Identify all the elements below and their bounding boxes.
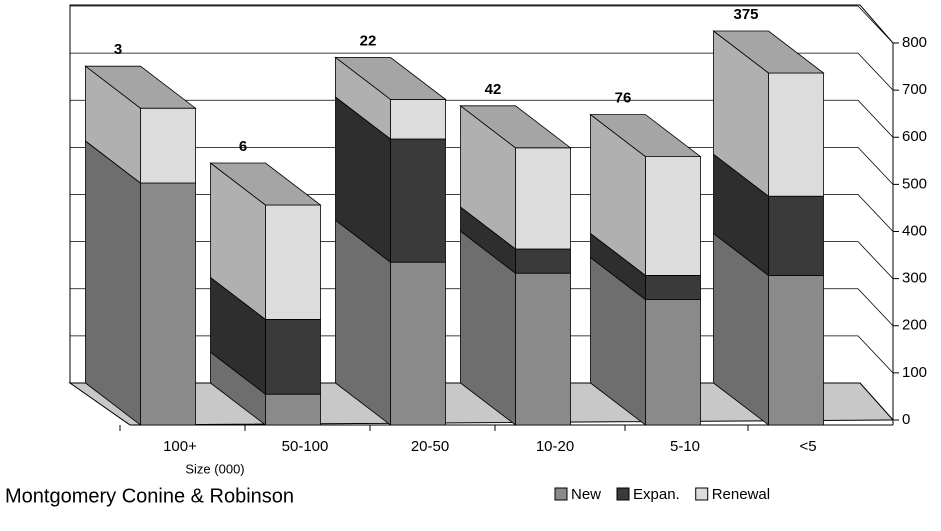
y-tick-label: 400	[902, 222, 927, 239]
grid-line	[70, 99, 894, 138]
bar	[515, 272, 571, 426]
bar-side	[85, 140, 141, 426]
bar	[140, 182, 196, 426]
bar	[515, 147, 571, 250]
y-tick-label: 0	[902, 411, 910, 428]
x-tick-label: 50-100	[282, 438, 329, 455]
grid-line	[70, 288, 894, 327]
bar-top	[334, 57, 447, 100]
bar	[645, 156, 701, 276]
x-tick-label: 20-50	[411, 438, 449, 455]
bar	[768, 195, 824, 276]
footer: Montgomery Conine & Robinson	[5, 485, 294, 507]
grid-line	[70, 146, 894, 185]
bar-label: 42	[485, 81, 502, 98]
x-tick-label: 10-20	[536, 438, 574, 455]
grid-line	[70, 5, 894, 44]
bar	[645, 299, 701, 426]
legend-swatch	[554, 487, 568, 501]
x-tick-label: 5-10	[670, 438, 700, 455]
bar	[390, 99, 446, 140]
legend-label: New	[571, 486, 601, 503]
y-tick-label: 500	[902, 175, 927, 192]
grid-line	[70, 335, 894, 374]
grid-line	[70, 52, 894, 91]
legend-swatch	[616, 487, 630, 501]
bar	[265, 204, 321, 320]
bar	[140, 107, 196, 184]
bar-label: 3	[114, 41, 122, 58]
bar	[768, 274, 824, 426]
bar-top	[589, 114, 702, 158]
bar-top	[209, 162, 322, 206]
bar	[390, 261, 446, 426]
bar	[390, 138, 446, 263]
y-tick-label: 200	[902, 317, 927, 334]
x-tick-label: 100+	[163, 438, 197, 455]
bar	[645, 274, 701, 300]
bar	[265, 318, 321, 395]
y-tick-label: 800	[902, 34, 927, 51]
y-tick-label: 100	[902, 364, 927, 381]
grid-line	[70, 194, 894, 232]
legend-label: Renewal	[712, 486, 770, 503]
bar-top	[84, 65, 197, 109]
grid-line	[70, 241, 894, 279]
legend-label: Expan.	[633, 486, 680, 503]
bar-top	[459, 105, 572, 149]
bar	[768, 72, 824, 197]
bar	[515, 248, 571, 274]
y-tick-label: 600	[902, 128, 927, 145]
bar-label: 375	[733, 6, 758, 23]
bar-label: 22	[360, 32, 377, 49]
y-tick-label: 300	[902, 270, 927, 287]
legend-swatch	[695, 487, 709, 501]
bar	[265, 393, 321, 426]
bar-label: 76	[615, 90, 632, 107]
y-tick-label: 700	[902, 81, 927, 98]
x-axis-label: Size (000)	[185, 461, 244, 476]
bar-label: 6	[239, 138, 247, 155]
bar-top	[712, 30, 825, 74]
x-tick-label: <5	[799, 438, 816, 455]
